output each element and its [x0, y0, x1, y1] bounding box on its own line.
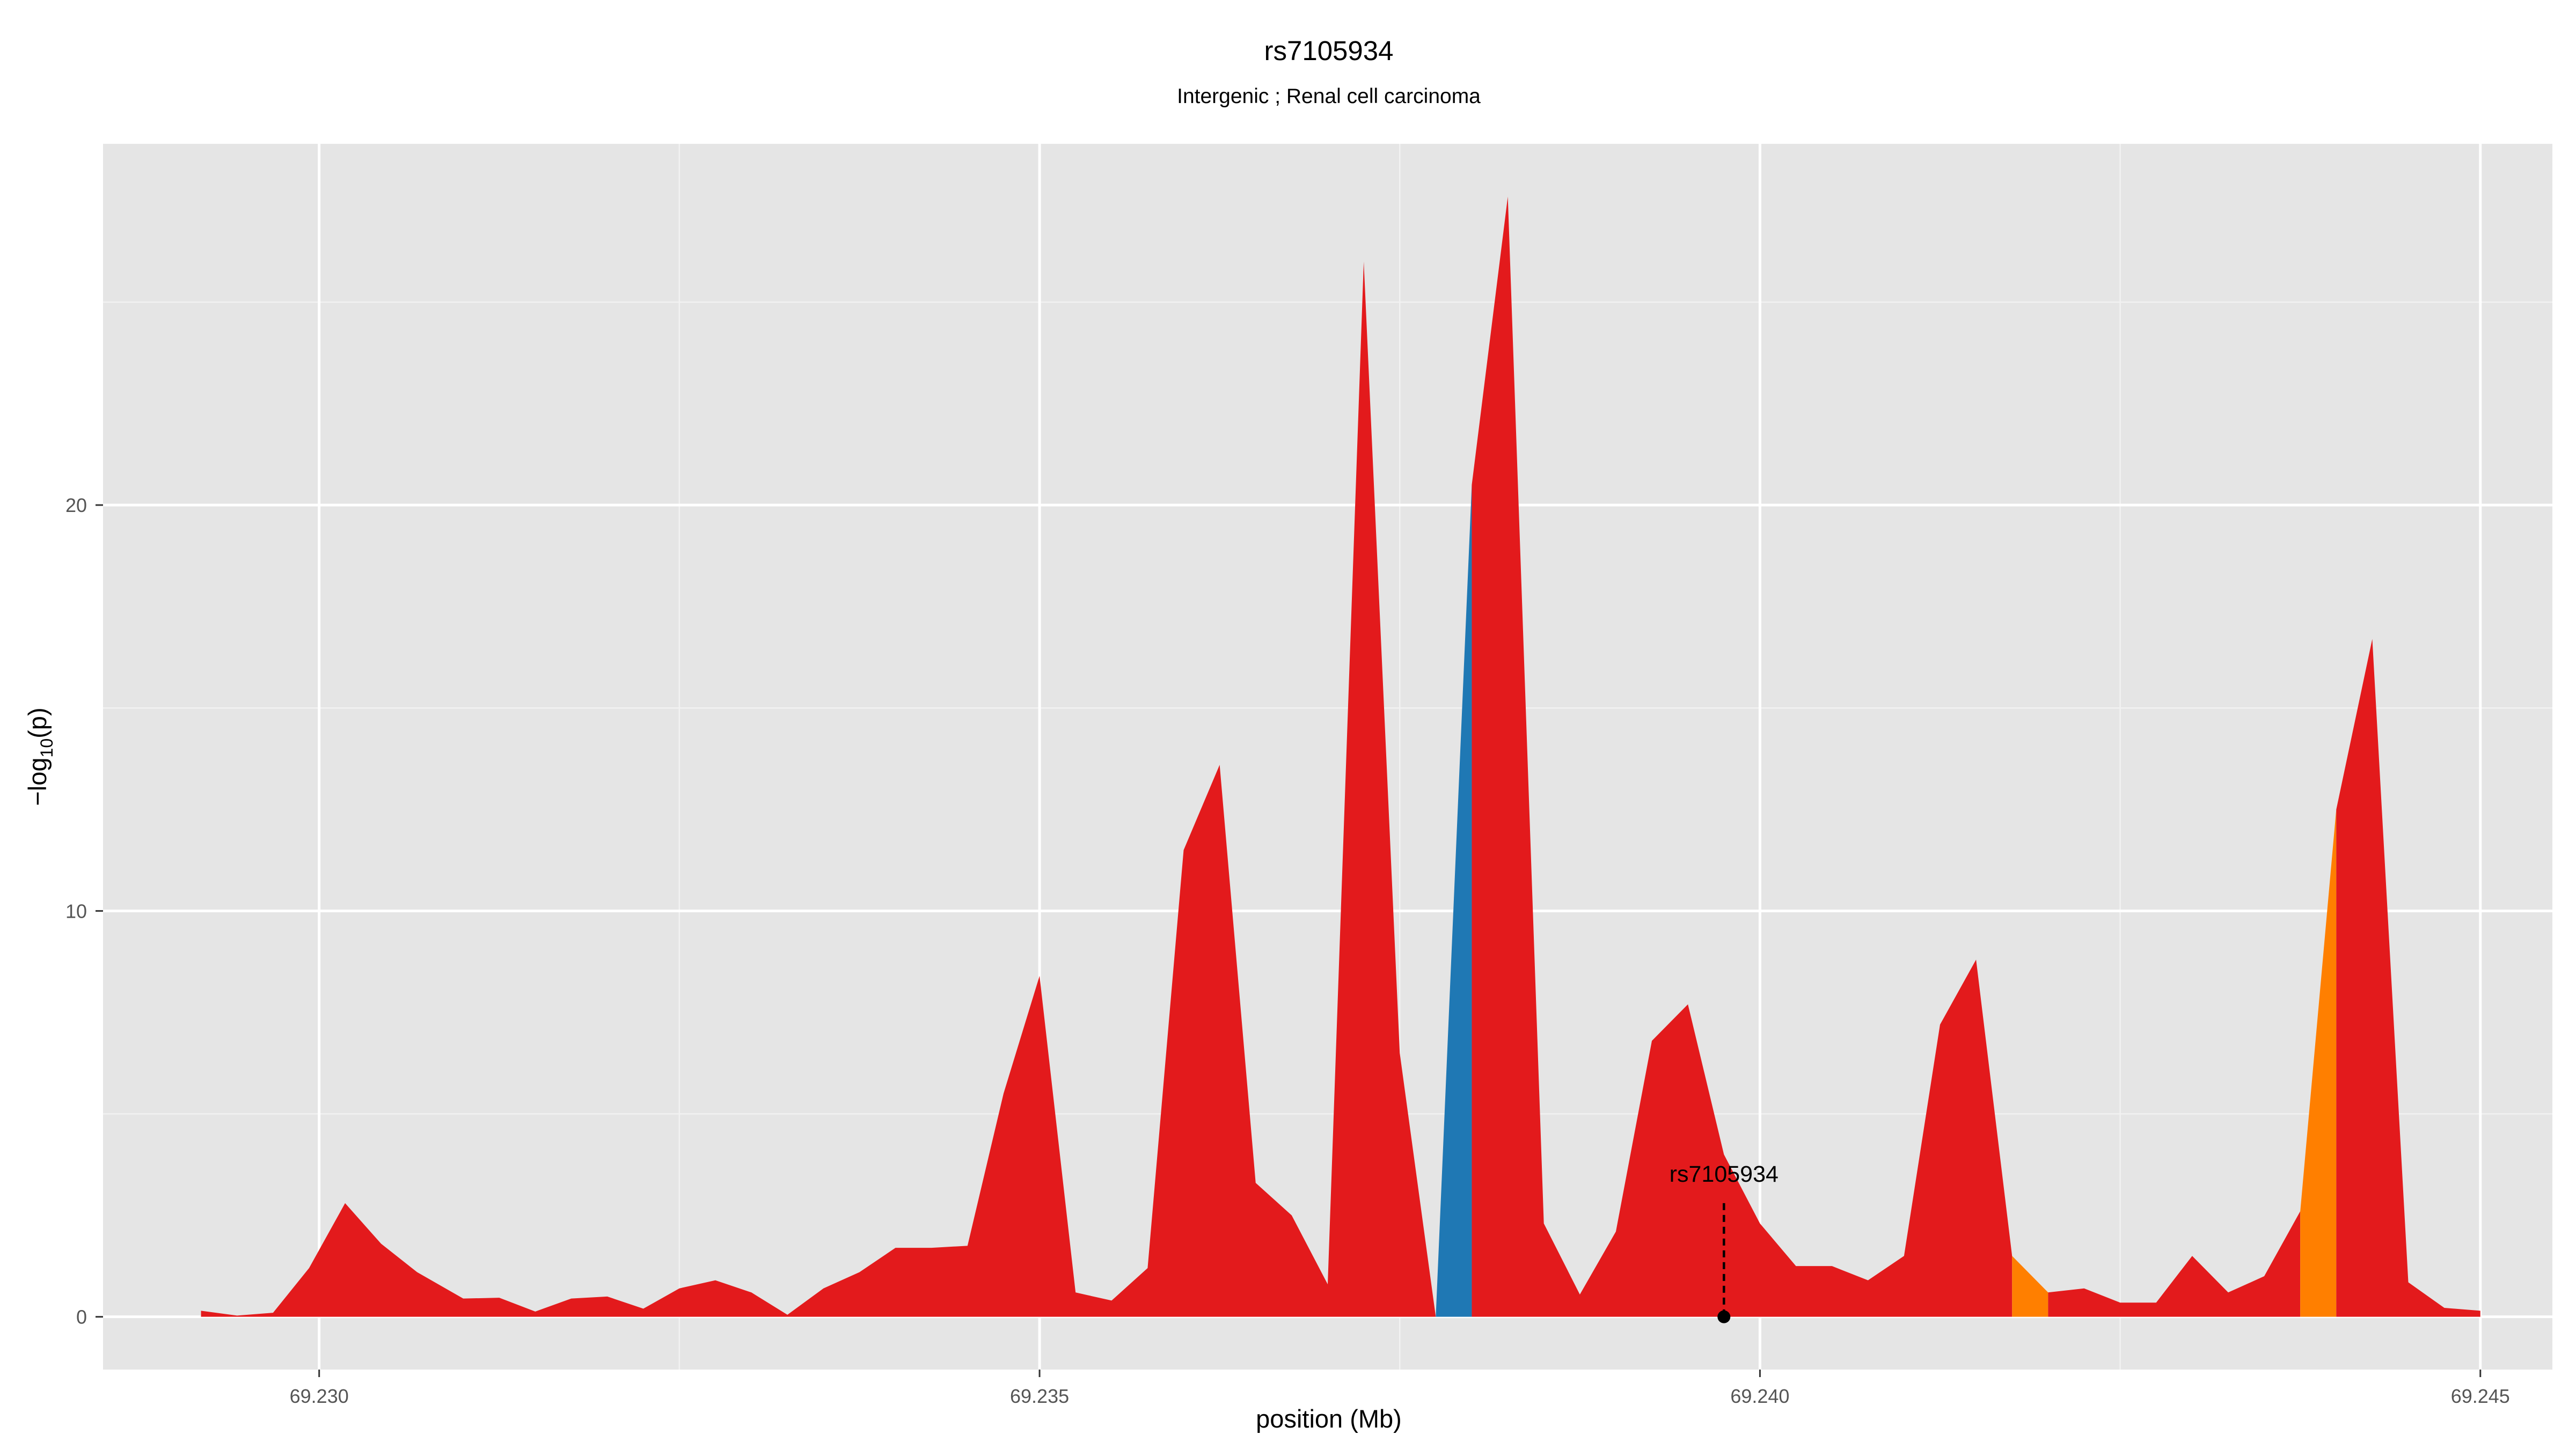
minor-gridlines	[103, 144, 2552, 1370]
x-axis: 69.230 69.235 69.240 69.245	[290, 1370, 2510, 1407]
major-gridlines	[103, 144, 2552, 1370]
x-tick-label: 69.240	[1730, 1385, 1789, 1407]
x-tick-label: 69.235	[1010, 1385, 1069, 1407]
y-axis: 0 10 20	[65, 494, 103, 1328]
y-axis-title-tail: (p)	[23, 707, 52, 738]
area-segment-red	[2048, 1211, 2301, 1317]
plot-panel	[103, 144, 2552, 1370]
area-segment-blue	[1436, 485, 1472, 1317]
y-axis-title-main: −log	[23, 757, 52, 806]
x-tick-label: 69.230	[290, 1385, 349, 1407]
snp-label: rs7105934	[1670, 1161, 1779, 1187]
snp-marker-point	[1717, 1310, 1731, 1323]
area-segment-orange	[2012, 1256, 2048, 1317]
y-axis-title-subscript: 10	[37, 738, 56, 758]
chart-title: rs7105934	[1264, 35, 1393, 66]
area-segment-red	[1472, 196, 2012, 1317]
x-axis-title: position (Mb)	[1256, 1404, 1402, 1433]
area-segment-red	[2336, 639, 2480, 1317]
y-axis-title: −log10(p)	[23, 707, 56, 806]
data-areas	[201, 196, 2480, 1317]
y-tick-label: 0	[76, 1306, 87, 1328]
snp-annotation: rs7105934	[1670, 1161, 1779, 1323]
area-segment-orange	[2300, 809, 2337, 1317]
chart-subtitle: Intergenic ; Renal cell carcinoma	[1177, 85, 1481, 108]
x-tick-label: 69.245	[2451, 1385, 2510, 1407]
y-tick-label: 10	[65, 900, 87, 922]
y-tick-label: 20	[65, 494, 87, 516]
